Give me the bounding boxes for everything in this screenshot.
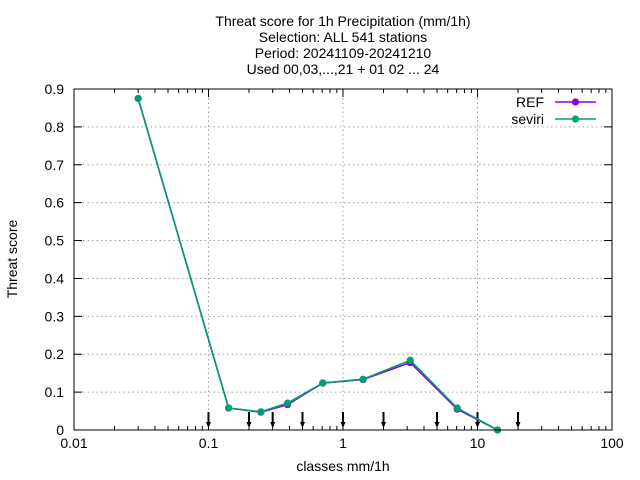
x-tick-label: 10 bbox=[470, 435, 486, 451]
legend-label-seviri: seviri bbox=[511, 111, 544, 127]
y-tick-label: 0.7 bbox=[45, 157, 65, 173]
class-edge-arrowhead bbox=[434, 422, 440, 428]
x-axis-label: classes mm/1h bbox=[296, 458, 389, 474]
series-line-REF bbox=[137, 98, 498, 431]
class-edge-arrowhead bbox=[515, 422, 521, 428]
title-line-1: Threat score for 1h Precipitation (mm/1h… bbox=[215, 13, 470, 29]
y-tick-label: 0.6 bbox=[45, 195, 65, 211]
series-point-seviri bbox=[257, 408, 265, 416]
y-tick-label: 0.5 bbox=[45, 233, 65, 249]
grid-lines bbox=[74, 89, 612, 430]
title-line-2: Selection: ALL 541 stations bbox=[259, 29, 427, 45]
plot-frame bbox=[73, 88, 613, 431]
title-line-3: Period: 20241109-20241210 bbox=[255, 45, 432, 61]
legend-label-REF: REF bbox=[516, 94, 544, 110]
series-point-seviri bbox=[283, 399, 292, 407]
class-edge-markers bbox=[206, 412, 521, 428]
y-tick-label: 0 bbox=[56, 422, 64, 438]
class-edge-arrowhead bbox=[340, 422, 346, 428]
x-tick-label: 0.1 bbox=[199, 435, 219, 451]
class-edge-arrowhead bbox=[246, 422, 252, 428]
class-edge-arrowhead bbox=[300, 422, 306, 428]
y-axis-ticks: 0 0.1 0.2 0.3 0.4 0.5 0.6 0.7 0.8 0.9 bbox=[45, 81, 612, 438]
class-edge-arrowhead bbox=[380, 422, 386, 428]
class-edge-arrowhead bbox=[475, 422, 480, 428]
y-tick-label: 0.4 bbox=[45, 270, 65, 286]
series-point-seviri bbox=[406, 356, 414, 364]
y-tick-label: 0.2 bbox=[45, 346, 65, 362]
legend-swatch-point-seviri bbox=[571, 115, 580, 123]
series-line-seviri bbox=[137, 98, 498, 431]
title-line-4: Used 00,03,...,21 + 01 02 ... 24 bbox=[247, 61, 440, 77]
series-point-seviri bbox=[319, 379, 327, 387]
x-axis-ticks: 0.01 0.1 1 10 100 bbox=[60, 89, 624, 451]
x-tick-label: 100 bbox=[600, 435, 624, 451]
class-edge-arrowhead bbox=[206, 422, 211, 428]
series-group bbox=[134, 94, 502, 434]
x-tick-label: 1 bbox=[339, 435, 347, 451]
y-tick-label: 0.1 bbox=[45, 384, 65, 400]
chart-title: Threat score for 1h Precipitation (mm/1h… bbox=[215, 13, 470, 77]
legend-swatch-point-REF bbox=[571, 98, 580, 106]
y-tick-label: 0.3 bbox=[45, 308, 65, 324]
y-tick-label: 0.8 bbox=[45, 119, 65, 135]
y-tick-label: 0.9 bbox=[45, 81, 65, 97]
series-point-seviri bbox=[453, 404, 461, 412]
x-tick-label: 0.01 bbox=[60, 435, 87, 451]
series-point-seviri bbox=[359, 375, 367, 383]
series-point-seviri bbox=[134, 94, 142, 103]
class-edge-arrowhead bbox=[270, 422, 276, 428]
y-axis-label: Threat score bbox=[4, 219, 20, 298]
series-point-seviri bbox=[224, 404, 233, 412]
